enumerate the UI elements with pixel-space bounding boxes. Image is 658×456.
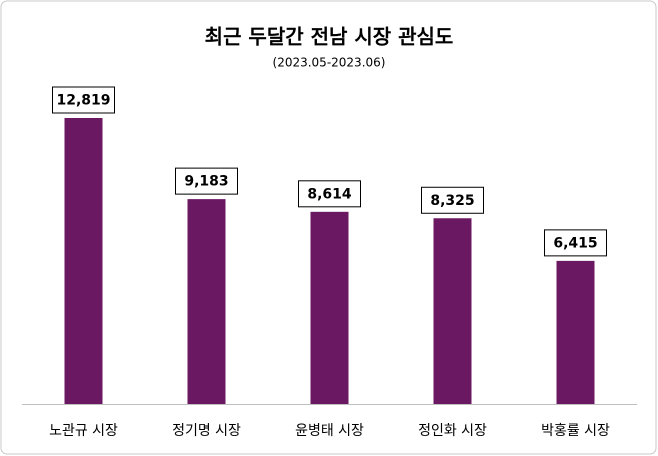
value-label-box xyxy=(175,167,238,195)
x-tick-label: 정기명 시장 xyxy=(172,423,241,439)
chart-subtitle: (2023.05-2023.06) xyxy=(273,56,386,70)
value-label: 8,614 xyxy=(307,186,352,202)
bar xyxy=(433,218,472,404)
value-label-box xyxy=(52,86,115,114)
value-label: 9,183 xyxy=(184,174,228,190)
value-label: 12,819 xyxy=(56,93,110,109)
x-tick-label: 노관규 시장 xyxy=(49,423,118,439)
x-tick-label: 정인화 시장 xyxy=(418,423,487,439)
chart-title: 최근 두달간 전남 시장 관심도 xyxy=(205,25,454,49)
value-label: 8,325 xyxy=(430,193,474,209)
x-tick-label: 박홍률 시장 xyxy=(541,423,610,439)
bar xyxy=(556,260,595,404)
x-tick-label: 윤병태 시장 xyxy=(295,423,364,439)
bar xyxy=(187,199,226,404)
bar xyxy=(64,118,103,404)
value-label-box xyxy=(421,186,484,214)
value-label-box xyxy=(544,229,607,257)
value-label-box xyxy=(298,180,361,208)
bar xyxy=(310,211,349,404)
value-label: 6,415 xyxy=(553,235,597,251)
